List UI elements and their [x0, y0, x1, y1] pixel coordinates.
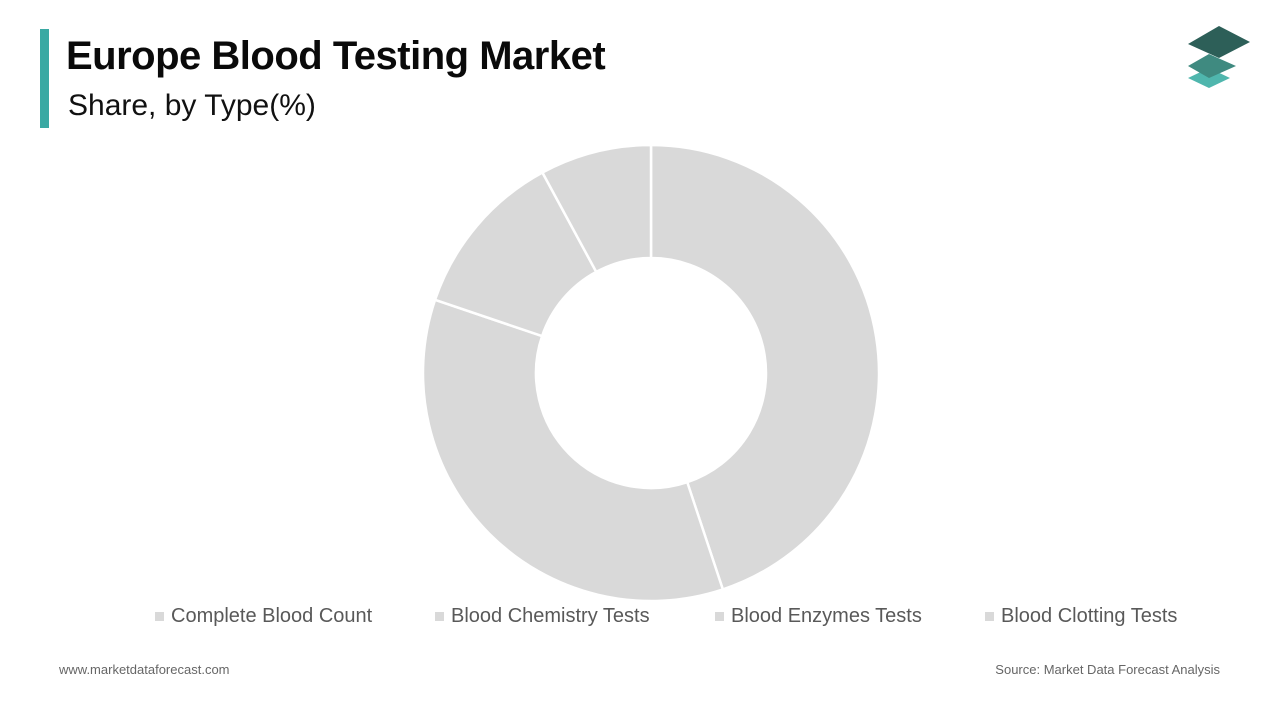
footer-website: www.marketdataforecast.com: [59, 662, 230, 677]
legend-swatch: [155, 611, 164, 621]
legend-label: Blood Chemistry Tests: [451, 604, 650, 627]
legend-label: Complete Blood Count: [171, 604, 373, 627]
legend-item-blood-chemistry-tests: Blood Chemistry Tests: [435, 602, 650, 630]
page-subtitle: Share, by Type(%): [68, 89, 316, 122]
legend-item-complete-blood-count: Complete Blood Count: [155, 602, 372, 630]
stacked-layers-logo-icon: [1188, 26, 1250, 88]
chart-legend: Complete Blood Count Blood Chemistry Tes…: [0, 602, 1280, 630]
title-accent-bar: [40, 29, 49, 128]
donut-slice-blood-clotting-tests: [540, 143, 653, 274]
legend-swatch: [985, 611, 994, 621]
legend-swatch: [435, 611, 444, 621]
donut-slice-complete-blood-count: [649, 143, 881, 591]
legend-item-blood-clotting-tests: Blood Clotting Tests: [985, 602, 1177, 630]
logo-layer-top: [1188, 26, 1250, 58]
logo-layer-middle: [1188, 54, 1236, 78]
page-title: Europe Blood Testing Market: [66, 34, 606, 78]
footer-source: Source: Market Data Forecast Analysis: [995, 662, 1220, 677]
legend-label: Blood Clotting Tests: [1001, 604, 1178, 627]
legend-item-blood-enzymes-tests: Blood Enzymes Tests: [715, 602, 922, 630]
legend-label: Blood Enzymes Tests: [731, 604, 922, 627]
donut-slice-blood-chemistry-tests: [421, 298, 725, 603]
legend-swatch: [715, 611, 724, 621]
